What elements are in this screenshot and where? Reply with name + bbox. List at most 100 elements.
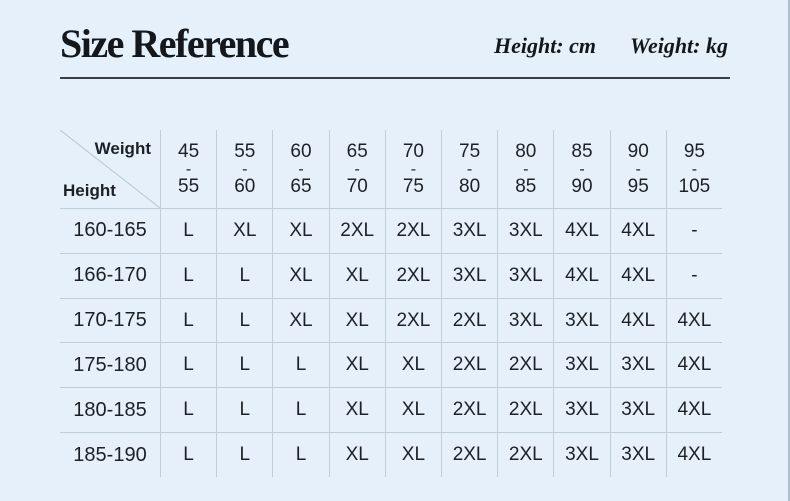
range-separator: -: [354, 160, 360, 178]
size-cell: L: [272, 432, 329, 477]
weight-range-header: 55-60: [216, 130, 272, 208]
size-cell: 4XL: [665, 297, 722, 343]
size-cell: 2XL: [384, 208, 441, 253]
size-cell: -: [665, 252, 722, 298]
size-cell: 4XL: [553, 208, 610, 253]
weight-range-header: 95-105: [665, 130, 722, 208]
size-cell: XL: [328, 252, 385, 298]
weight-range-max: 90: [571, 175, 593, 197]
size-cell: 2XL: [441, 387, 498, 433]
weight-range-header: 80-85: [497, 130, 553, 208]
size-cell: 2XL: [441, 432, 498, 477]
page-title: Size Reference: [60, 21, 290, 66]
size-cell: 2XL: [441, 342, 498, 388]
range-separator: -: [691, 160, 698, 178]
weight-range-max: 95: [627, 175, 649, 197]
size-cell: 4XL: [553, 252, 610, 298]
size-cell: 3XL: [609, 432, 666, 477]
range-separator: -: [185, 160, 192, 178]
size-cell: 3XL: [497, 297, 554, 343]
weight-range-header: 75-80: [441, 130, 497, 208]
size-cell: 2XL: [441, 297, 498, 343]
size-cell: XL: [384, 387, 441, 433]
size-cell: XL: [384, 342, 441, 388]
weight-range-header: 65-70: [328, 130, 385, 208]
weight-range-header: 60-65: [272, 130, 328, 208]
size-cell: L: [160, 342, 217, 388]
weight-range-max: 85: [515, 175, 537, 197]
size-cell: 4XL: [665, 387, 722, 433]
size-cell: 3XL: [497, 252, 554, 298]
weight-range-min: 85: [571, 140, 593, 162]
range-separator: -: [523, 160, 529, 178]
diagonal-divider-icon: [60, 130, 160, 208]
size-cell: XL: [216, 208, 273, 253]
range-separator: -: [579, 160, 585, 178]
height-row-label: 170-175: [60, 297, 160, 343]
size-cell: 4XL: [609, 208, 666, 253]
size-cell: 2XL: [328, 208, 385, 253]
size-cell: XL: [328, 342, 385, 388]
size-cell: 3XL: [553, 297, 610, 343]
weight-range-min: 60: [290, 140, 312, 162]
size-cell: 3XL: [441, 208, 498, 253]
size-cell: L: [216, 432, 273, 477]
height-row-label: 180-185: [60, 387, 160, 432]
weight-range-min: 70: [402, 140, 424, 162]
size-cell: XL: [328, 297, 385, 343]
size-cell: 2XL: [497, 342, 554, 388]
size-table: Weight Height 45-55 55-60 60-65 65-70 70-75 7…: [60, 130, 722, 477]
weight-range-min: 90: [627, 140, 649, 162]
size-cell: 4XL: [665, 342, 722, 388]
size-cell: L: [216, 342, 273, 388]
weight-range-max: 105: [678, 175, 711, 197]
size-cell: XL: [328, 387, 385, 433]
height-unit-label: Height: cm: [493, 33, 597, 58]
size-cell: L: [216, 297, 273, 343]
size-cell: L: [160, 432, 217, 477]
size-cell: 4XL: [609, 252, 666, 298]
weight-range-header: 45-55: [160, 130, 216, 208]
weight-range-min: 95: [683, 140, 705, 162]
size-cell: L: [160, 208, 217, 253]
range-separator: -: [466, 160, 473, 178]
range-separator: -: [298, 160, 304, 178]
weight-range-min: 75: [459, 140, 481, 162]
size-cell: 2XL: [384, 252, 441, 298]
table-corner-cell: Weight Height: [60, 130, 160, 208]
size-cell: 3XL: [553, 432, 610, 477]
size-cell: XL: [272, 252, 329, 298]
weight-range-header: 70-75: [384, 130, 441, 208]
weight-range-max: 75: [402, 175, 424, 197]
range-separator: -: [242, 160, 248, 178]
weight-range-header: 90-95: [609, 130, 666, 208]
size-cell: 3XL: [441, 252, 498, 298]
size-cell: L: [216, 252, 273, 298]
size-cell: 2XL: [497, 432, 554, 477]
weight-range-min: 55: [234, 140, 256, 162]
size-cell: XL: [384, 432, 441, 477]
size-cell: L: [160, 387, 217, 433]
weight-range-max: 70: [346, 175, 368, 197]
size-cell: 4XL: [665, 432, 722, 477]
weight-unit-label: Weight: kg: [630, 33, 728, 58]
weight-range-min: 80: [515, 140, 537, 162]
size-cell: 4XL: [609, 297, 666, 343]
height-row-label: 160-165: [60, 208, 160, 253]
size-cell: XL: [272, 297, 329, 343]
title-underline: [60, 77, 730, 79]
weight-range-max: 65: [290, 175, 312, 197]
size-cell: L: [216, 387, 273, 433]
size-cell: 3XL: [609, 342, 666, 388]
weight-range-header: 85-90: [553, 130, 609, 208]
weight-range-min: 45: [178, 140, 200, 162]
height-row-label: 185-190: [60, 432, 160, 477]
size-cell: 3XL: [609, 387, 666, 433]
size-cell: XL: [272, 208, 329, 253]
size-cell: 3XL: [553, 387, 610, 433]
weight-range-min: 65: [346, 140, 368, 162]
size-cell: L: [160, 297, 217, 343]
range-separator: -: [410, 160, 417, 178]
size-cell: L: [272, 387, 329, 433]
